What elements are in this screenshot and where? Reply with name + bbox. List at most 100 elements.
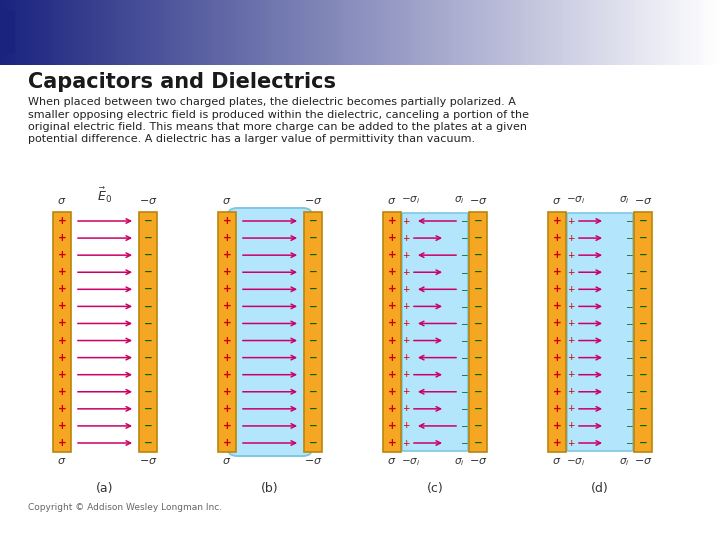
Text: +: + bbox=[402, 217, 410, 226]
Text: +: + bbox=[567, 217, 575, 226]
Text: +: + bbox=[567, 234, 575, 242]
Bar bbox=[173, 0, 176, 65]
Text: −: − bbox=[460, 387, 468, 396]
Bar bbox=[22, 0, 25, 65]
Bar bbox=[472, 0, 475, 65]
Bar bbox=[554, 0, 558, 65]
Bar bbox=[58, 0, 61, 65]
Bar bbox=[590, 0, 594, 65]
Text: −: − bbox=[474, 421, 482, 431]
Text: −: − bbox=[639, 233, 647, 243]
Text: +: + bbox=[402, 234, 410, 242]
Text: −: − bbox=[625, 353, 633, 362]
Text: +: + bbox=[222, 233, 231, 243]
Bar bbox=[418, 0, 421, 65]
Text: −: − bbox=[639, 353, 647, 363]
Bar bbox=[40, 0, 43, 65]
Bar bbox=[371, 0, 374, 65]
Text: −: − bbox=[460, 285, 468, 294]
Bar bbox=[634, 0, 637, 65]
Bar bbox=[698, 0, 702, 65]
Bar bbox=[209, 0, 212, 65]
Text: −: − bbox=[143, 216, 153, 226]
Text: +: + bbox=[58, 319, 66, 328]
Text: −: − bbox=[309, 301, 318, 312]
Text: $-\sigma$: $-\sigma$ bbox=[469, 196, 487, 206]
Text: +: + bbox=[553, 284, 562, 294]
Text: −: − bbox=[309, 319, 318, 328]
Text: +: + bbox=[567, 370, 575, 379]
Bar bbox=[83, 0, 86, 65]
Text: −: − bbox=[625, 404, 633, 413]
Text: −: − bbox=[460, 370, 468, 379]
Text: +: + bbox=[222, 353, 231, 363]
Bar bbox=[522, 0, 526, 65]
Bar bbox=[383, 212, 401, 452]
Bar bbox=[454, 0, 457, 65]
Bar bbox=[439, 0, 443, 65]
Bar bbox=[709, 0, 713, 65]
Bar bbox=[544, 0, 547, 65]
Text: +: + bbox=[58, 404, 66, 414]
Text: −: − bbox=[639, 216, 647, 226]
Text: −: − bbox=[639, 301, 647, 312]
Bar bbox=[493, 0, 497, 65]
Bar bbox=[180, 0, 184, 65]
Bar bbox=[68, 0, 72, 65]
Text: +: + bbox=[58, 301, 66, 312]
Text: $-\sigma$: $-\sigma$ bbox=[634, 196, 652, 206]
Bar bbox=[425, 0, 428, 65]
Bar bbox=[637, 0, 641, 65]
Bar bbox=[284, 0, 288, 65]
Text: +: + bbox=[402, 353, 410, 362]
Bar bbox=[29, 0, 32, 65]
Text: +: + bbox=[58, 387, 66, 397]
Text: $-\sigma$: $-\sigma$ bbox=[139, 196, 158, 206]
Text: +: + bbox=[402, 251, 410, 260]
Text: +: + bbox=[553, 353, 562, 363]
Text: −: − bbox=[625, 268, 633, 276]
Bar bbox=[238, 0, 241, 65]
Text: +: + bbox=[553, 335, 562, 346]
Bar bbox=[716, 0, 720, 65]
Bar bbox=[461, 0, 464, 65]
Text: −: − bbox=[639, 267, 647, 277]
Bar bbox=[569, 0, 572, 65]
Bar bbox=[500, 0, 504, 65]
Bar bbox=[360, 0, 364, 65]
Text: +: + bbox=[553, 387, 562, 397]
Text: $-\sigma$: $-\sigma$ bbox=[304, 196, 323, 206]
Text: −: − bbox=[460, 421, 468, 430]
Bar bbox=[605, 0, 608, 65]
Bar bbox=[547, 0, 551, 65]
Bar bbox=[346, 0, 349, 65]
Text: −: − bbox=[143, 319, 153, 328]
Bar bbox=[490, 0, 493, 65]
Text: $\sigma$: $\sigma$ bbox=[222, 196, 232, 206]
Bar bbox=[162, 0, 166, 65]
Bar bbox=[299, 0, 302, 65]
Bar bbox=[580, 0, 583, 65]
Text: −: − bbox=[309, 438, 318, 448]
Text: −: − bbox=[460, 438, 468, 448]
Text: +: + bbox=[387, 404, 397, 414]
Text: −: − bbox=[474, 233, 482, 243]
Bar bbox=[169, 0, 173, 65]
Text: +: + bbox=[402, 438, 410, 448]
Bar bbox=[223, 0, 227, 65]
Bar bbox=[53, 212, 71, 452]
Bar bbox=[36, 0, 40, 65]
Bar bbox=[670, 0, 673, 65]
Bar bbox=[565, 0, 569, 65]
Bar bbox=[241, 0, 245, 65]
Bar bbox=[72, 0, 76, 65]
Text: $-\sigma$: $-\sigma$ bbox=[634, 456, 652, 466]
Text: +: + bbox=[567, 404, 575, 413]
Text: +: + bbox=[58, 438, 66, 448]
Bar bbox=[469, 212, 487, 452]
Text: −: − bbox=[474, 335, 482, 346]
Bar bbox=[184, 0, 187, 65]
Bar bbox=[558, 0, 562, 65]
Text: +: + bbox=[58, 216, 66, 226]
Text: −: − bbox=[309, 404, 318, 414]
